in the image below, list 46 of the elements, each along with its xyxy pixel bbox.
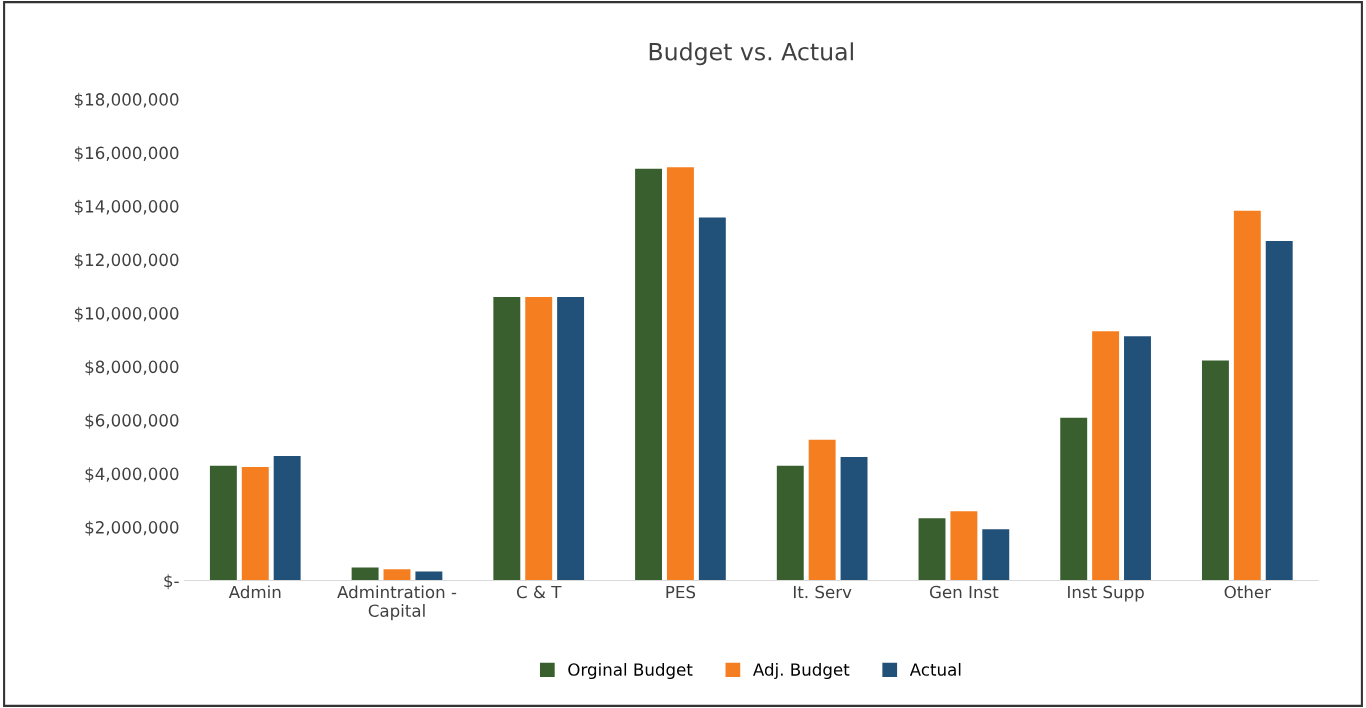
bar bbox=[557, 297, 585, 581]
bar bbox=[351, 567, 379, 581]
bar bbox=[415, 571, 443, 581]
bar bbox=[241, 466, 269, 581]
bar bbox=[209, 465, 237, 581]
x-tick-label: PES bbox=[666, 585, 696, 599]
y-tick-label: $14,000,000 bbox=[74, 199, 179, 215]
bar bbox=[808, 439, 836, 581]
x-tick-label: Admin bbox=[228, 585, 281, 599]
x-tick-label: C & T bbox=[516, 585, 562, 599]
x-tick-label: Admintration - Capital bbox=[337, 585, 457, 621]
y-tick-label: $10,000,000 bbox=[74, 306, 179, 322]
bar bbox=[383, 569, 411, 581]
x-tick-label: It. Serv bbox=[794, 585, 852, 599]
y-tick-label: $12,000,000 bbox=[74, 253, 179, 269]
bar bbox=[1060, 417, 1088, 581]
bar bbox=[525, 297, 553, 581]
legend-label: Orginal Budget bbox=[568, 662, 693, 680]
y-tick-label: $18,000,000 bbox=[74, 92, 179, 108]
bar bbox=[982, 529, 1010, 581]
bar bbox=[635, 168, 663, 581]
y-tick-label: $16,000,000 bbox=[74, 146, 179, 162]
y-tick-label: $8,000,000 bbox=[85, 360, 179, 376]
y-tick-label: $6,000,000 bbox=[85, 413, 179, 429]
bar bbox=[273, 455, 301, 581]
chart-title: Budget vs. Actual bbox=[649, 42, 853, 66]
x-tick-label: Other bbox=[1224, 585, 1271, 599]
bar bbox=[776, 465, 804, 581]
bar bbox=[1201, 360, 1229, 581]
bar bbox=[1265, 240, 1293, 581]
x-tick-label: Gen Inst bbox=[929, 585, 999, 599]
bar bbox=[1092, 331, 1120, 581]
bar bbox=[1124, 336, 1151, 581]
y-tick-label: $2,000,000 bbox=[85, 520, 179, 536]
y-tick-label: $- bbox=[164, 574, 179, 590]
y-tick-label: $4,000,000 bbox=[85, 467, 179, 483]
bar bbox=[698, 217, 726, 581]
bar bbox=[666, 167, 694, 581]
bar bbox=[950, 511, 978, 581]
bar bbox=[918, 518, 946, 581]
x-tick-label: Inst Supp bbox=[1068, 585, 1144, 602]
legend-label: Adj. Budget bbox=[753, 662, 850, 680]
legend-label: Actual bbox=[909, 662, 961, 676]
bar bbox=[1233, 210, 1261, 581]
bar bbox=[493, 297, 521, 581]
bar bbox=[840, 456, 868, 581]
